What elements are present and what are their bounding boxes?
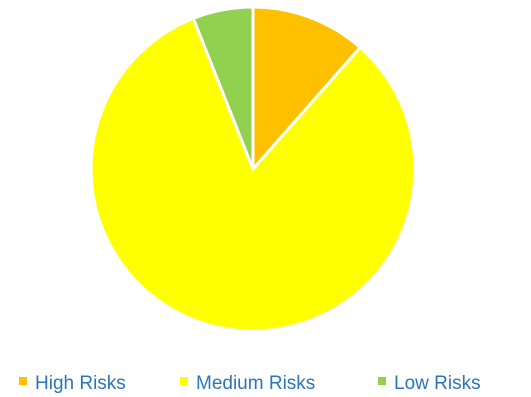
pie-slice-medium-risks [89, 16, 417, 333]
legend-label-high-risks: High Risks [35, 373, 126, 394]
legend-item-high-risks: High Risks [19, 373, 126, 394]
legend-swatch-high-risks [19, 377, 27, 385]
legend-label-medium-risks: Medium Risks [196, 373, 315, 394]
pie-slices [89, 5, 417, 333]
legend-label-low-risks: Low Risks [394, 373, 481, 394]
legend-swatch-low-risks [378, 377, 386, 385]
legend: High Risks Medium Risks Low Risks [19, 373, 481, 394]
pie-slice-high-risks [251, 5, 362, 171]
legend-item-medium-risks: Medium Risks [180, 373, 315, 394]
pie-slice-low-risks [191, 5, 255, 171]
legend-item-low-risks: Low Risks [378, 373, 481, 394]
legend-swatch-medium-risks [180, 377, 188, 385]
